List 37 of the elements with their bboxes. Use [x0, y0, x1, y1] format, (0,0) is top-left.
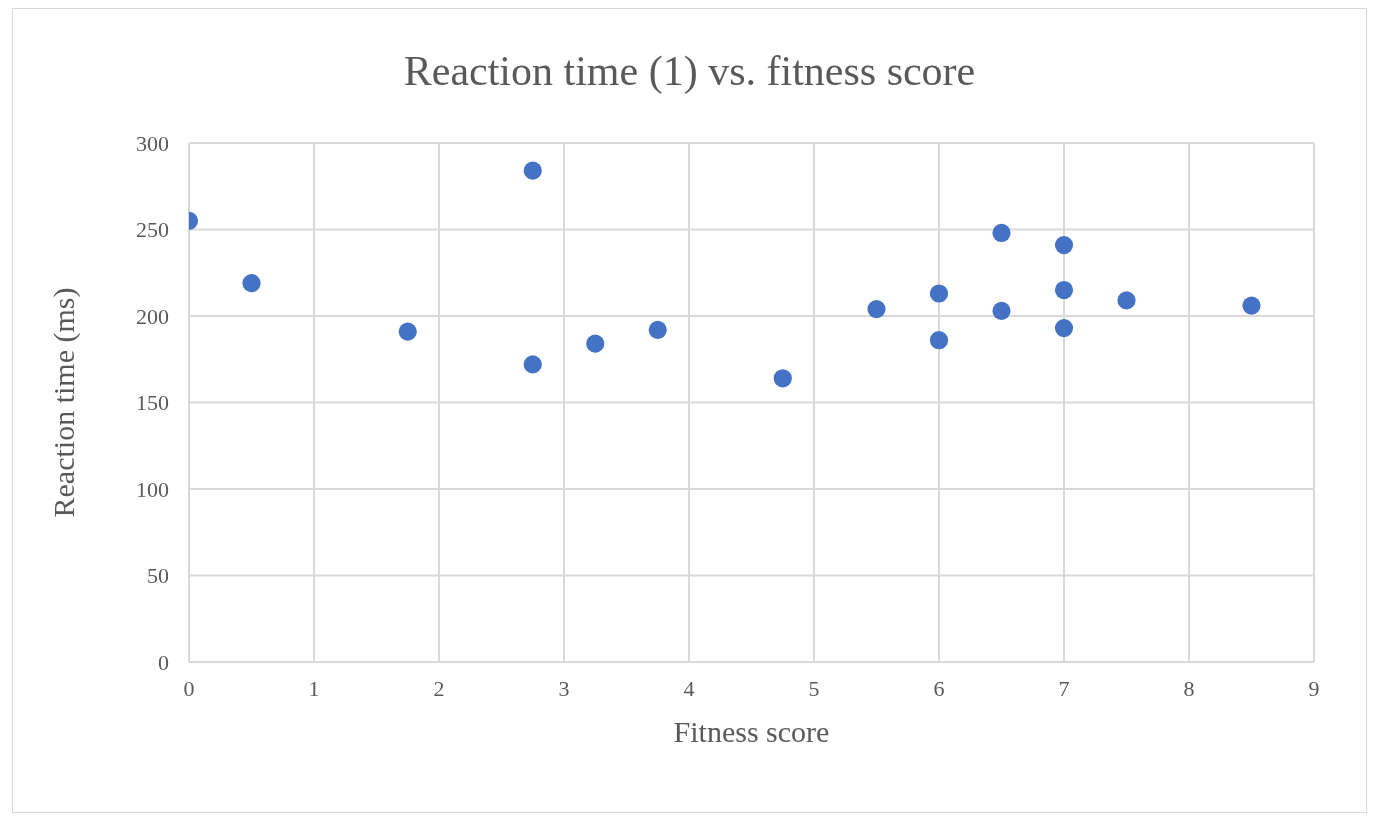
x-tick-label: 1 — [308, 675, 320, 701]
point — [648, 320, 667, 339]
point — [1242, 296, 1261, 315]
point — [523, 161, 542, 180]
y-tick-label: 50 — [147, 563, 169, 589]
point — [586, 334, 605, 353]
x-tick-label: 2 — [433, 675, 445, 701]
y-tick-label: 300 — [136, 130, 169, 156]
x-tick-label: 4 — [683, 675, 695, 701]
point — [1054, 280, 1074, 300]
point — [1117, 291, 1136, 310]
y-tick-label: 200 — [136, 303, 169, 329]
point — [992, 223, 1011, 243]
point — [867, 300, 886, 319]
y-tick-label: 250 — [136, 217, 169, 243]
point — [992, 301, 1011, 320]
y-tick-label: 150 — [136, 390, 169, 416]
point — [929, 284, 949, 303]
x-tick-label: 3 — [558, 675, 570, 701]
y-tick-label: 0 — [158, 649, 169, 675]
point — [929, 331, 949, 350]
point — [398, 322, 417, 341]
point — [773, 369, 792, 388]
point — [242, 274, 261, 293]
x-tick-label: 0 — [183, 675, 195, 701]
x-tick-label: 8 — [1183, 675, 1195, 701]
point — [523, 355, 542, 374]
point — [1054, 319, 1074, 338]
chart-title: Reaction time (1) vs. fitness score — [402, 47, 977, 95]
x-tick-label: 9 — [1308, 675, 1320, 701]
x-tick-label: 6 — [933, 675, 945, 701]
y-tick-label: 100 — [136, 476, 169, 502]
x-tick-label: 7 — [1058, 675, 1070, 701]
x-axis-title: Fitness score — [673, 715, 830, 748]
y-axis-title: Reaction time (ms) — [46, 287, 81, 518]
point — [1054, 235, 1074, 255]
x-tick-label: 5 — [808, 675, 820, 701]
